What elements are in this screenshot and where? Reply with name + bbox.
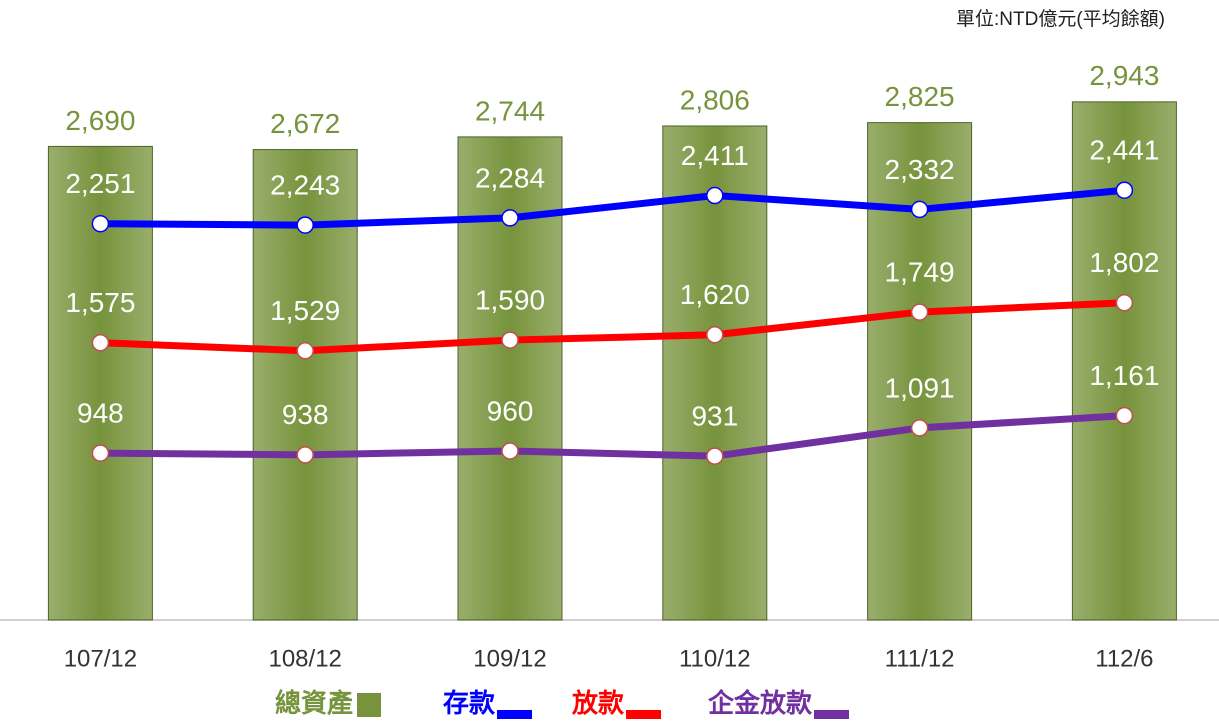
legend-swatch [357,693,382,717]
legend-label: 放款 [571,688,625,719]
point-value-label: 1,749 [885,256,955,287]
x-tick-label: 110/12 [679,645,751,672]
point-marker [706,186,724,205]
bar-value-label: 2,943 [1089,60,1159,91]
point-marker [296,342,314,360]
legend-swatch [497,710,533,719]
point-marker [501,209,519,227]
point-value-label: 2,441 [1089,135,1159,166]
point-marker [1115,293,1134,312]
point-marker [296,216,314,234]
point-marker [910,200,929,219]
legend-label: 存款 [443,689,496,719]
point-value-label: 2,284 [475,162,545,193]
point-marker [910,419,929,437]
point-value-label: 1,529 [270,295,340,326]
bar-value-label: 2,825 [885,81,955,112]
line [100,186,1125,229]
point-value-label: 1,575 [65,287,135,318]
x-tick-label: 109/12 [473,645,546,672]
point-value-label: 2,251 [65,168,135,199]
legend-label: 總資產 [275,688,353,719]
x-tick-label: 107/12 [64,645,137,672]
x-tick-label: 111/12 [885,645,955,672]
x-tick-label: 112/6 [1095,645,1153,672]
point-marker [501,442,519,460]
point-marker [501,331,519,349]
point-value-label: 2,411 [681,140,749,171]
x-tick-label: 108/12 [268,645,341,672]
point-value-label: 960 [487,395,534,426]
point-value-label: 1,620 [680,279,750,310]
point-value-label: 1,091 [885,372,955,403]
legend-label: 企金放款 [708,688,813,719]
bar-value-label: 2,744 [475,95,545,126]
point-marker [296,446,314,464]
line [100,299,1125,355]
line [100,412,1125,460]
point-marker [910,303,929,321]
point-value-label: 2,243 [270,169,340,200]
legend-swatch [814,710,850,719]
point-value-label: 948 [77,397,124,428]
point-marker [1115,181,1134,199]
point-marker [706,326,724,344]
point-marker [1115,406,1134,425]
point-value-label: 1,802 [1089,247,1159,278]
legend-swatch [626,710,662,719]
bar [662,125,768,621]
point-marker [91,444,110,462]
point-marker [706,447,724,465]
point-marker [91,333,110,352]
point-value-label: 1,590 [475,284,545,315]
unit-note: 單位:NTD億元(平均餘額) [956,8,1165,30]
point-marker [91,214,110,233]
bar-value-label: 2,672 [270,108,340,139]
point-value-label: 931 [691,400,738,431]
point-value-label: 1,161 [1089,360,1159,391]
bar-value-label: 2,806 [680,84,750,115]
point-value-label: 938 [282,399,329,430]
bar-value-label: 2,690 [65,105,135,136]
point-value-label: 2,332 [885,154,955,185]
